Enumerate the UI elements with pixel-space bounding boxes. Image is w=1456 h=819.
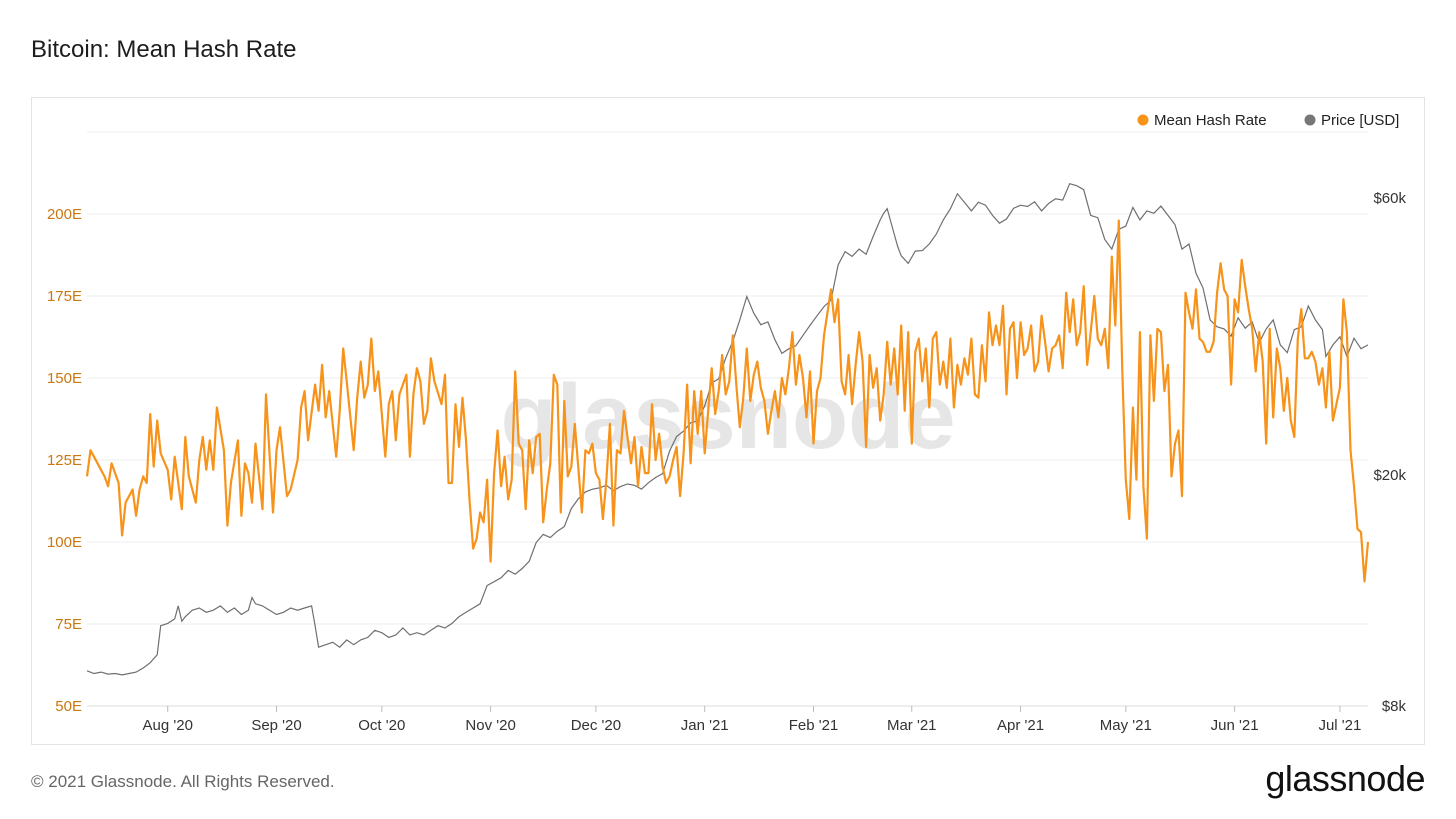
x-axis: Aug '20 Sep '20 Oct '20 Nov '20 Dec '20 Jan '… xyxy=(87,705,1368,734)
y-left-tick-label: 75E xyxy=(55,616,82,633)
x-tick-label: Aug '20 xyxy=(143,717,193,734)
page-title: Bitcoin: Mean Hash Rate xyxy=(31,36,297,63)
grid-lines xyxy=(87,131,1368,707)
x-tick-label: Apr '21 xyxy=(997,717,1044,734)
series-hash-rate-line xyxy=(85,219,1370,583)
x-tick-label: May '21 xyxy=(1100,717,1152,734)
y-left-tick-label: 150E xyxy=(47,370,82,387)
y-left-tick-label: 175E xyxy=(47,288,82,305)
x-tick-label: Dec '20 xyxy=(571,717,621,734)
y-axis-right: $8k $20k $60k xyxy=(1373,190,1406,715)
watermark: glassnode xyxy=(500,366,955,468)
legend-label: Price [USD] xyxy=(1321,112,1399,129)
legend-marker xyxy=(1304,114,1316,126)
y-left-tick-label: 125E xyxy=(47,452,82,469)
x-tick-label: Sep '20 xyxy=(251,717,301,734)
legend-marker xyxy=(1137,114,1149,126)
legend: Mean Hash Rate Price [USD] xyxy=(1137,112,1399,129)
x-tick-label: Jun '21 xyxy=(1211,717,1259,734)
series-price-line xyxy=(86,182,1369,676)
brand-logo: glassnode xyxy=(1265,758,1425,799)
x-tick-label: Oct '20 xyxy=(358,717,405,734)
y-left-tick-label: 200E xyxy=(47,206,82,223)
x-tick-label: Jan '21 xyxy=(681,717,729,734)
legend-label: Mean Hash Rate xyxy=(1154,112,1267,129)
y-right-tick-label: $8k xyxy=(1382,698,1407,715)
y-right-tick-label: $20k xyxy=(1373,467,1406,484)
chart-frame xyxy=(31,97,1425,745)
copyright-text: © 2021 Glassnode. All Rights Reserved. xyxy=(31,772,335,791)
x-tick-label: Jul '21 xyxy=(1318,717,1361,734)
y-right-tick-label: $60k xyxy=(1373,190,1406,207)
x-tick-label: Mar '21 xyxy=(887,717,937,734)
y-axis-left: 50E 75E 100E 125E 150E 175E 200E xyxy=(47,206,82,715)
x-tick-label: Feb '21 xyxy=(789,717,839,734)
x-tick-label: Nov '20 xyxy=(465,717,515,734)
y-left-tick-label: 100E xyxy=(47,534,82,551)
y-left-tick-label: 50E xyxy=(55,698,82,715)
